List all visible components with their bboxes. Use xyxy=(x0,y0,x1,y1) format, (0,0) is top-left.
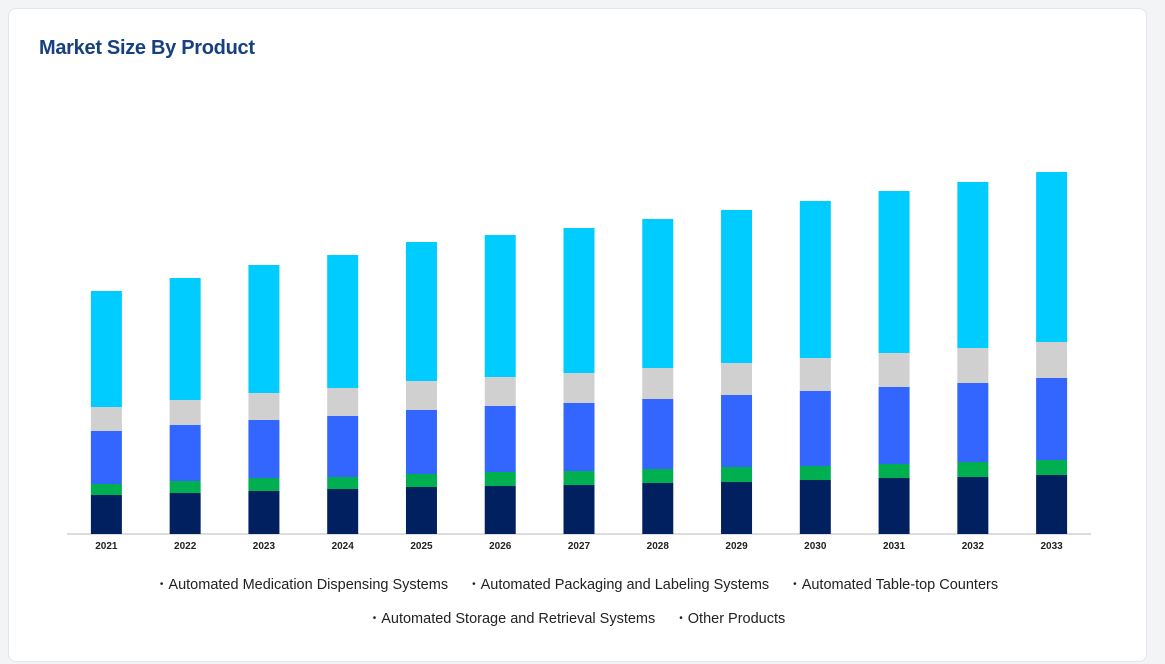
legend-item[interactable]: Automated Medication Dispensing Systems xyxy=(160,575,448,595)
bar-segment xyxy=(169,481,201,493)
bar-segment xyxy=(721,210,753,363)
bar-segment xyxy=(484,235,516,377)
bar-segment xyxy=(169,493,201,534)
bar-segment xyxy=(799,480,831,534)
bar-segment xyxy=(1036,172,1068,342)
bar-segment xyxy=(1036,475,1068,534)
chart: 2021 2022 2023 2024 2025 2026 2027 2028 2029 2030… xyxy=(67,172,1091,552)
bar-segment xyxy=(563,403,595,471)
bar-segment xyxy=(642,399,674,469)
bar-segment xyxy=(405,242,437,381)
bar-segment xyxy=(405,381,437,410)
x-tick-label: 2021 xyxy=(95,541,118,552)
bar-segment xyxy=(957,348,989,383)
legend-item[interactable]: Automated Table-top Counters xyxy=(793,575,998,595)
legend-item[interactable]: Automated Packaging and Labeling Systems xyxy=(472,575,770,595)
bar-segment xyxy=(327,388,359,416)
bar-segment xyxy=(642,483,674,534)
bar-segment xyxy=(169,425,201,481)
bar-segment xyxy=(799,358,831,391)
chart-card: Market Size By Product 2021 2022 2023 2024 2… xyxy=(8,8,1147,662)
bar-segment xyxy=(169,400,201,425)
bar-segment xyxy=(1036,460,1068,475)
bar-segment xyxy=(957,477,989,534)
bar-segment xyxy=(484,486,516,534)
bar-segment xyxy=(248,478,280,491)
bar-segment xyxy=(248,420,280,478)
x-tick-label: 2031 xyxy=(883,541,906,552)
bar-segment xyxy=(878,353,910,387)
bar-segment xyxy=(327,477,359,489)
legend-item[interactable]: Other Products xyxy=(679,609,786,629)
x-tick-label: 2032 xyxy=(962,541,985,552)
bar-segment xyxy=(248,393,280,420)
x-tick-label: 2029 xyxy=(725,541,748,552)
x-tick-label: 2033 xyxy=(1040,541,1063,552)
bar-segment xyxy=(642,368,674,399)
bar-segment xyxy=(563,373,595,403)
x-tick-label: 2028 xyxy=(647,541,670,552)
bar-segment xyxy=(799,466,831,480)
bar-segment xyxy=(484,406,516,472)
bar-segment xyxy=(721,395,753,467)
x-tick-label: 2023 xyxy=(253,541,276,552)
bar-segment xyxy=(563,471,595,485)
x-tick-label: 2022 xyxy=(174,541,197,552)
bar-segment xyxy=(248,265,280,393)
bar-segment xyxy=(563,228,595,373)
bar-segment xyxy=(1036,342,1068,378)
bar-segment xyxy=(484,472,516,486)
x-tick-label: 2025 xyxy=(410,541,433,552)
bar-segment xyxy=(1036,378,1068,460)
x-tick-label: 2026 xyxy=(489,541,512,552)
bar-segment xyxy=(799,391,831,466)
bar-segment xyxy=(327,416,359,477)
bar-segment xyxy=(957,462,989,477)
legend-item[interactable]: Automated Storage and Retrieval Systems xyxy=(373,609,655,629)
bar-segment xyxy=(484,377,516,406)
bar-segment xyxy=(878,478,910,534)
bar-segment xyxy=(642,219,674,368)
bar-segment xyxy=(957,383,989,462)
bar-segment xyxy=(878,464,910,478)
bar-segment xyxy=(90,495,122,534)
bar-segment xyxy=(90,407,122,431)
bar-segment xyxy=(642,469,674,483)
bar-segment xyxy=(90,484,122,495)
bar-segment xyxy=(90,291,122,407)
legend: Automated Medication Dispensing Systems A… xyxy=(29,575,1129,629)
bar-segment xyxy=(405,410,437,474)
bar-segment xyxy=(878,387,910,464)
bar-segment xyxy=(405,474,437,487)
bar-segment xyxy=(327,489,359,534)
x-tick-label: 2027 xyxy=(568,541,591,552)
x-tick-label: 2030 xyxy=(804,541,827,552)
bar-segment xyxy=(799,201,831,358)
bar-segment xyxy=(721,482,753,534)
bar-segment xyxy=(957,182,989,348)
x-tick-label: 2024 xyxy=(332,541,355,552)
bar-segment xyxy=(327,255,359,388)
bar-segment xyxy=(563,485,595,534)
chart-title: Market Size By Product xyxy=(39,37,255,59)
bar-segment xyxy=(721,467,753,482)
bar-segment xyxy=(405,487,437,534)
bar-segment xyxy=(721,363,753,395)
bar-segment xyxy=(248,491,280,534)
bar-segment xyxy=(878,191,910,353)
bar-segment xyxy=(90,431,122,484)
bar-segment xyxy=(169,278,201,400)
